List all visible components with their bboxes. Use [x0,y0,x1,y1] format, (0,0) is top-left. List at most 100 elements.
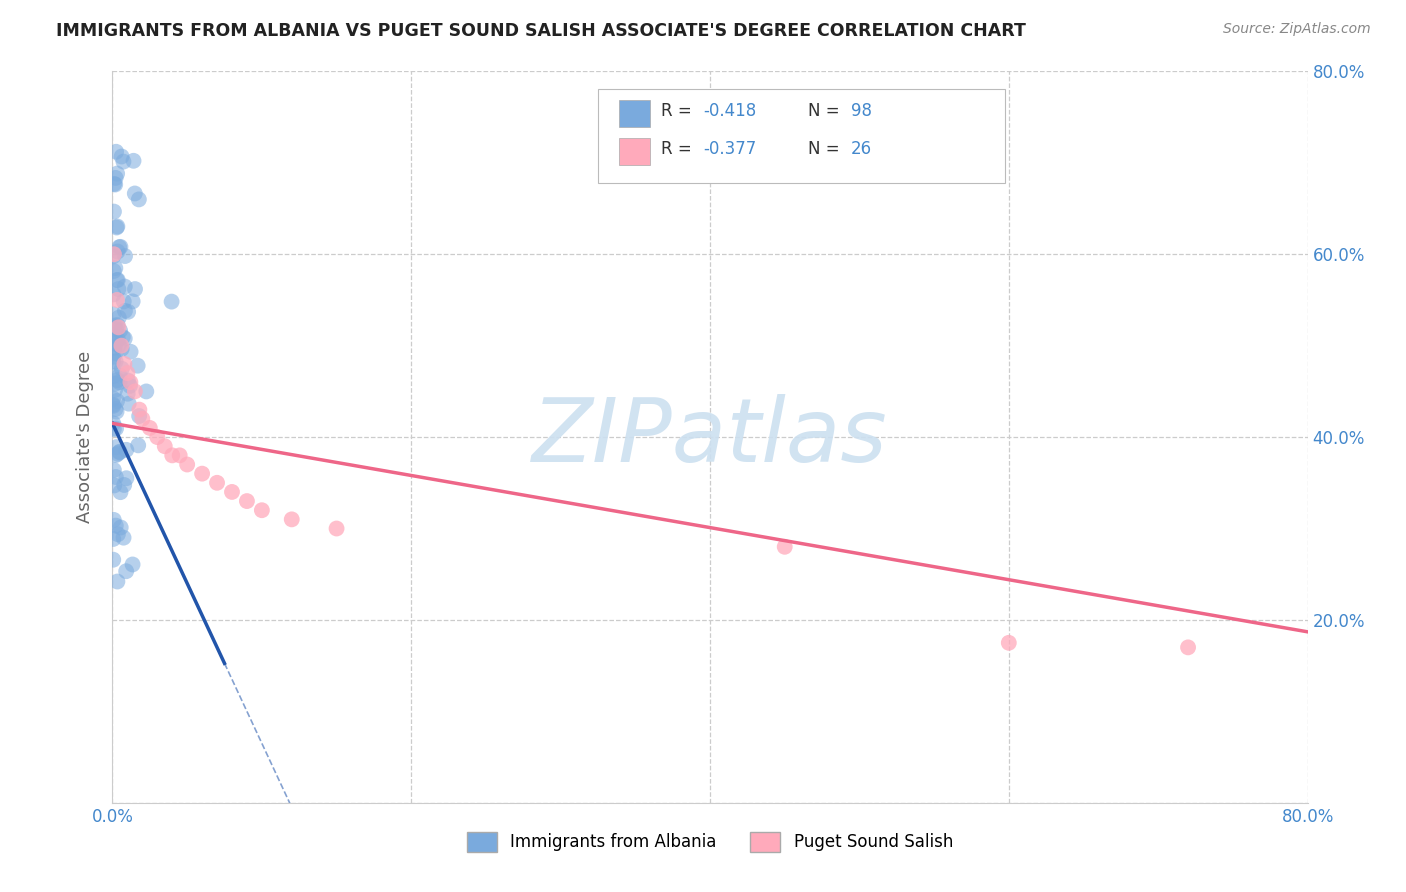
Point [104,318,127,333]
Point [117,386,139,401]
Point [115,471,138,485]
Point [250,503,273,517]
Point [104,354,127,368]
Point [103,307,125,321]
Point [169,448,191,462]
Point [139,421,162,435]
Point [236,494,259,508]
Point [191,467,214,481]
Point [146,430,169,444]
Point [103,53,125,67]
Text: -0.418: -0.418 [703,102,756,120]
Point [120,375,142,389]
Point [160,294,183,309]
Point [108,310,131,325]
Point [107,282,129,296]
Point [103,417,125,431]
Point [115,442,138,457]
Point [105,394,128,409]
Point [103,532,125,546]
Point [105,293,128,307]
Point [105,167,128,181]
Point [110,338,132,352]
Point [117,305,139,319]
Point [128,193,150,207]
Point [281,512,304,526]
Point [103,354,125,368]
Point [114,357,135,371]
Point [108,240,131,254]
Point [103,328,125,343]
Point [114,332,136,346]
Point [108,444,131,458]
Point [108,338,131,352]
Text: 98: 98 [851,102,872,120]
Point [103,478,125,492]
Point [104,402,127,417]
Point [124,384,146,399]
Point [103,422,125,436]
Point [107,373,129,387]
Point [105,220,128,235]
Point [121,558,143,572]
Point [103,392,125,406]
Point [103,250,125,264]
Point [127,359,149,373]
Point [103,350,125,364]
Point [112,531,135,545]
Point [108,368,131,383]
Point [153,439,176,453]
Point [112,478,135,492]
Point [103,398,125,412]
Point [118,379,141,393]
Point [112,154,135,169]
Text: R =: R = [661,102,697,120]
Point [105,145,128,159]
Point [107,273,129,287]
Point [103,552,125,566]
Point [131,412,153,426]
Point [998,636,1021,650]
Point [325,521,347,535]
Point [117,366,139,380]
Point [110,485,132,500]
Point [105,448,128,462]
Point [122,153,145,168]
Point [103,399,125,413]
Point [104,383,127,397]
Point [104,170,127,185]
Text: R =: R = [661,140,697,158]
Point [104,261,127,276]
Point [1177,640,1199,655]
Text: -0.377: -0.377 [703,140,756,158]
Point [110,149,132,163]
Point [108,375,131,389]
Point [107,447,129,461]
Point [105,273,128,287]
Point [176,458,198,472]
Point [103,247,125,261]
Point [107,244,129,259]
Point [107,318,129,332]
Point [103,287,125,301]
Point [107,320,129,334]
Point [104,346,127,360]
Point [104,332,127,346]
Point [104,341,127,355]
Point [105,421,128,435]
Point [162,448,183,462]
Point [120,344,142,359]
Point [127,438,149,452]
Point [114,303,136,318]
Point [205,475,228,490]
Y-axis label: Associate's Degree: Associate's Degree [76,351,94,524]
Point [105,574,128,589]
Text: ZIPatlas: ZIPatlas [533,394,887,480]
Point [121,294,143,309]
Point [110,520,132,534]
Point [103,513,125,527]
Point [117,374,139,388]
Point [103,463,125,477]
Point [103,369,125,384]
Point [103,177,125,191]
